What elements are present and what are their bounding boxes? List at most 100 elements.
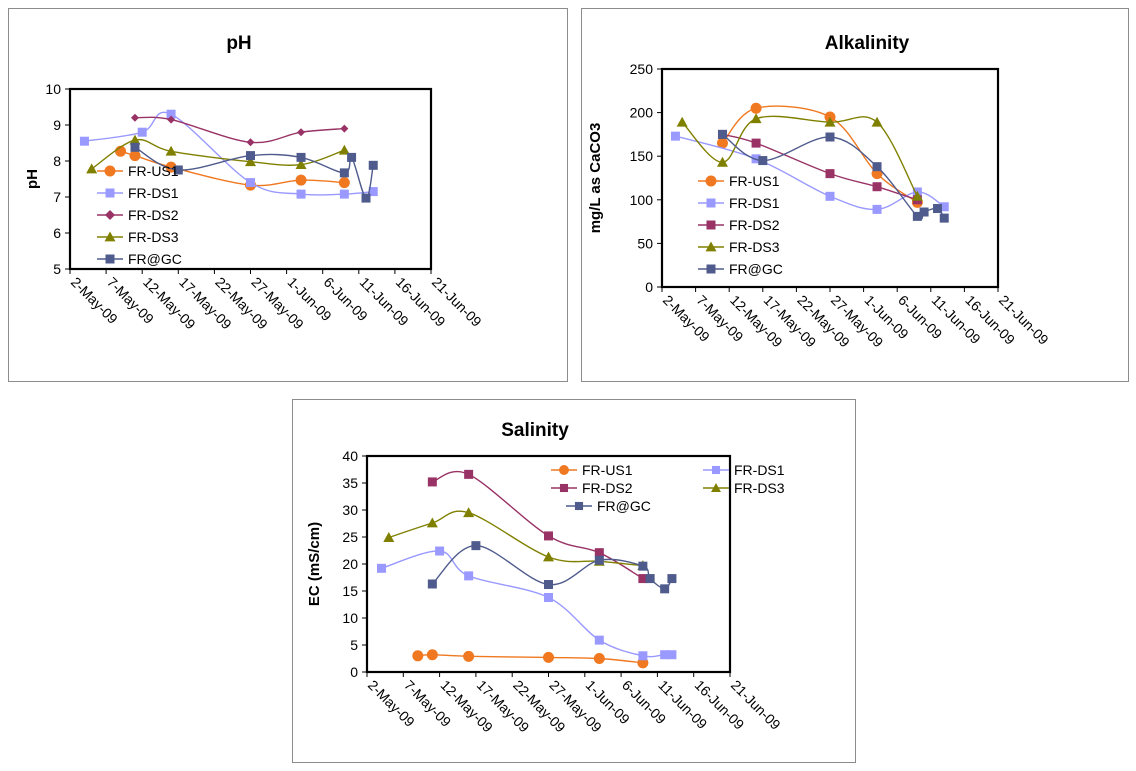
salinity-point-fr-us1 bbox=[463, 650, 475, 662]
salinity-point-fr-at-gc bbox=[544, 580, 553, 590]
alkalinity-series-fr-ds3 bbox=[676, 113, 923, 201]
salinity-point-fr-us1 bbox=[426, 649, 438, 661]
salinity-legend-marker-fr-us1 bbox=[559, 465, 569, 475]
ph-point-fr-ds1 bbox=[246, 178, 255, 188]
salinity-legend: FR-US1 FR-DS1 FR-DS2 FR-DS3 FR@GC bbox=[551, 462, 785, 514]
ph-point-fr-ds3 bbox=[86, 163, 98, 174]
salinity-point-fr-ds1 bbox=[667, 650, 677, 660]
alkalinity-point-fr-at-gc bbox=[939, 213, 949, 223]
ph-legend-marker-fr-ds2 bbox=[105, 210, 115, 220]
ph-point-fr-ds2 bbox=[167, 115, 176, 124]
salinity-point-fr-us1 bbox=[593, 653, 605, 664]
ph-legend-marker-fr-ds3 bbox=[104, 231, 116, 242]
ph-legend-label-fr-us1: FR-US1 bbox=[128, 163, 179, 179]
ph-point-fr-ds1 bbox=[296, 189, 306, 199]
alkalinity-point-fr-ds3 bbox=[911, 190, 923, 201]
salinity-series-fr-at-gc bbox=[427, 541, 677, 594]
ph-point-fr-at-gc bbox=[368, 160, 378, 170]
ph-y-tick-label: 7 bbox=[53, 189, 61, 205]
alkalinity-point-fr-at-gc bbox=[933, 204, 943, 214]
ph-point-fr-at-gc bbox=[130, 142, 140, 152]
salinity-point-fr-at-gc bbox=[427, 579, 437, 589]
salinity-point-fr-ds2 bbox=[427, 477, 437, 487]
salinity-line-fr-us1 bbox=[417, 653, 643, 664]
salinity-y-tick-label: 5 bbox=[350, 637, 358, 653]
ph-point-fr-ds3 bbox=[295, 159, 307, 169]
salinity-point-fr-at-gc bbox=[594, 555, 604, 565]
salinity-point-fr-ds1 bbox=[435, 546, 445, 556]
salinity-point-fr-ds3 bbox=[543, 551, 554, 562]
salinity-y-tick-label: 30 bbox=[342, 502, 358, 518]
alkalinity-y-tick-label: 250 bbox=[630, 61, 654, 77]
salinity-y-tick-label: 40 bbox=[342, 448, 358, 464]
alkalinity-legend-label-fr-ds3: FR-DS3 bbox=[729, 239, 780, 255]
salinity-point-fr-at-gc bbox=[638, 561, 648, 571]
salinity-legend-label-fr-ds2: FR-DS2 bbox=[582, 480, 633, 496]
alkalinity-legend-label-fr-ds2: FR-DS2 bbox=[729, 217, 780, 233]
salinity-legend-label-fr-ds1: FR-DS1 bbox=[734, 462, 785, 478]
ph-point-fr-ds2 bbox=[130, 113, 139, 122]
ph-legend-label-fr-ds3: FR-DS3 bbox=[128, 229, 179, 245]
ph-chart: pH56789102-May-097-May-0912-May-0917-May… bbox=[24, 33, 485, 333]
alkalinity-legend-label-fr-us1: FR-US1 bbox=[729, 173, 780, 189]
salinity-point-fr-ds1 bbox=[464, 571, 474, 581]
ph-y-tick-label: 8 bbox=[53, 153, 61, 169]
ph-point-fr-ds3 bbox=[129, 134, 141, 145]
salinity-point-fr-at-gc bbox=[645, 574, 655, 584]
alkalinity-point-fr-at-gc bbox=[825, 132, 835, 142]
alkalinity-y-tick-label: 200 bbox=[630, 105, 654, 121]
ph-chart-panel: pH 5 6 7 8 9 10 2-May-09 7-May-09 12-May-09 17-May… bbox=[8, 8, 568, 382]
alkalinity-legend: FR-US1 FR-DS1 FR-DS2 FR-DS3 FR@GC bbox=[698, 173, 783, 277]
salinity-legend-label-fr-ds3: FR-DS3 bbox=[734, 480, 785, 496]
alkalinity-legend-marker-fr-at-gc bbox=[706, 264, 716, 274]
ph-point-fr-ds1 bbox=[166, 109, 176, 119]
salinity-legend-marker-fr-ds3 bbox=[711, 483, 721, 492]
salinity-point-fr-ds2 bbox=[464, 469, 474, 479]
alkalinity-point-fr-ds3 bbox=[716, 156, 728, 167]
salinity-legend-marker-fr-ds1 bbox=[711, 465, 721, 475]
salinity-point-fr-at-gc bbox=[660, 584, 670, 594]
alkalinity-y-tick-label: 50 bbox=[637, 235, 653, 251]
salinity-point-fr-ds3 bbox=[426, 517, 438, 528]
alkalinity-point-fr-ds1 bbox=[825, 191, 835, 201]
alkalinity-point-fr-at-gc bbox=[758, 156, 768, 166]
salinity-point-fr-ds2 bbox=[594, 548, 604, 558]
ph-legend-marker-fr-ds1 bbox=[105, 188, 115, 198]
alkalinity-chart: Alkalinity0501001502002502-May-097-May-0… bbox=[587, 33, 1052, 351]
salinity-point-fr-ds1 bbox=[594, 635, 604, 645]
alkalinity-point-fr-ds3 bbox=[676, 116, 688, 127]
ph-chart-title: pH bbox=[226, 33, 251, 54]
ph-point-fr-at-gc bbox=[296, 152, 306, 162]
ph-point-fr-ds1 bbox=[339, 189, 349, 199]
alkalinity-chart-title: Alkalinity bbox=[825, 33, 910, 54]
alkalinity-y-tick-label: 0 bbox=[645, 279, 653, 295]
salinity-point-fr-ds2 bbox=[544, 531, 553, 541]
alkalinity-point-fr-at-gc bbox=[717, 129, 727, 139]
salinity-plot-area bbox=[365, 454, 732, 674]
salinity-y-axis-label: EC (mS/cm) bbox=[306, 522, 323, 606]
salinity-y-tick-label: 20 bbox=[342, 556, 358, 572]
ph-point-fr-us1 bbox=[129, 150, 141, 162]
alkalinity-legend-label-fr-ds1: FR-DS1 bbox=[729, 195, 780, 211]
alkalinity-point-fr-at-gc bbox=[919, 207, 929, 217]
ph-point-fr-ds3 bbox=[338, 144, 350, 155]
ph-y-axis-label: pH bbox=[24, 169, 41, 189]
salinity-legend-marker-fr-ds2 bbox=[559, 483, 569, 493]
salinity-series-fr-us1 bbox=[412, 649, 649, 669]
ph-series-fr-ds1 bbox=[79, 109, 378, 199]
ph-legend: FR-US1 FR-DS1 FR-DS2 FR-DS3 FR@GC bbox=[97, 163, 182, 267]
salinity-point-fr-at-gc bbox=[667, 574, 677, 584]
salinity-legend-marker-fr-at-gc bbox=[574, 501, 584, 511]
alkalinity-point-fr-ds3 bbox=[871, 116, 883, 127]
salinity-point-fr-ds2 bbox=[638, 574, 648, 584]
alkalinity-legend-marker-fr-us1 bbox=[705, 175, 717, 187]
salinity-series-fr-ds2 bbox=[427, 469, 648, 584]
ph-legend-marker-fr-at-gc bbox=[105, 254, 115, 264]
alkalinity-series-fr-at-gc bbox=[717, 129, 949, 223]
ph-point-fr-ds1 bbox=[368, 187, 378, 197]
alkalinity-line-fr-ds3 bbox=[681, 115, 919, 197]
salinity-series-fr-ds1 bbox=[377, 546, 677, 661]
ph-series-fr-ds3 bbox=[86, 134, 350, 174]
ph-series-fr-us1 bbox=[115, 145, 350, 191]
ph-series-fr-ds2 bbox=[130, 113, 349, 147]
